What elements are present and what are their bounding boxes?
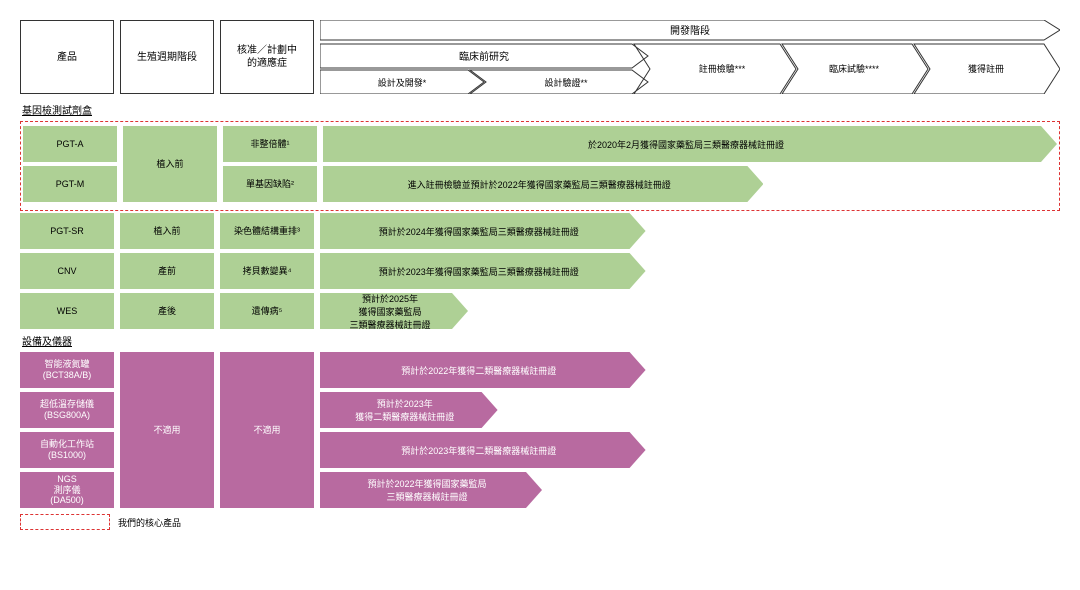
- equip-product: 超低溫存儲儀 (BSG800A): [20, 392, 114, 428]
- section-equip-label: 設備及儀器: [22, 333, 1060, 348]
- header-stages: 開發階段 臨床前研究 設計及開發* 設計驗證** 註冊檢驗*** 臨床試驗***…: [320, 20, 1060, 94]
- svg-text:註冊檢驗***: 註冊檢驗***: [699, 63, 746, 74]
- kit-bar: 於2020年2月獲得國家藥監局三類醫療器械註冊證: [323, 126, 1057, 162]
- equip-body: 智能液氮罐 (BCT38A/B) 超低溫存儲儀 (BSG800A) 自動化工作站…: [20, 352, 1060, 508]
- kit-bar: 預計於2023年獲得國家藥監局三類醫療器械註冊證: [320, 253, 1060, 289]
- kit-lifecycle: 產後: [120, 293, 214, 329]
- legend-swatch: [20, 514, 110, 530]
- kit-bar: 預計於2024年獲得國家藥監局三類醫療器械註冊證: [320, 213, 1060, 249]
- kits-body: PGT-A PGT-M 植入前 非整倍體¹ 單基因缺陷² 於2020年2月獲得國…: [20, 121, 1060, 329]
- core-products-box: PGT-A PGT-M 植入前 非整倍體¹ 單基因缺陷² 於2020年2月獲得國…: [20, 121, 1060, 211]
- kit-indication: 單基因缺陷²: [223, 166, 317, 202]
- kit-indication: 非整倍體¹: [223, 126, 317, 162]
- kit-product: CNV: [20, 253, 114, 289]
- stage-top-label: 開發階段: [670, 24, 710, 37]
- equip-bar: 預計於2023年 獲得二類醫療器械註冊證: [320, 392, 1060, 428]
- kit-lifecycle: 植入前: [123, 126, 217, 202]
- equip-product: 智能液氮罐 (BCT38A/B): [20, 352, 114, 388]
- kit-bar: 進入註冊檢驗並預計於2022年獲得國家藥監局三類醫療器械註冊證: [323, 166, 1057, 202]
- equip-bar: 預計於2022年獲得國家藥監局 三類醫療器械註冊證: [320, 472, 1060, 508]
- legend-label: 我們的核心產品: [118, 516, 181, 529]
- svg-text:設計及開發*: 設計及開發*: [378, 77, 427, 88]
- kit-product: PGT-SR: [20, 213, 114, 249]
- kit-bar: 預計於2025年 獲得國家藥監局 三類醫療器械註冊證: [320, 293, 1060, 329]
- kit-lifecycle: 植入前: [120, 213, 214, 249]
- kit-indication: 遺傳病⁵: [220, 293, 314, 329]
- svg-text:設計驗證**: 設計驗證**: [544, 77, 588, 88]
- equip-bar: 預計於2023年獲得二類醫療器械註冊證: [320, 432, 1060, 468]
- kit-product: PGT-A: [23, 126, 117, 162]
- header-product: 產品: [20, 20, 114, 94]
- header-lifecycle: 生殖週期階段: [120, 20, 214, 94]
- legend: 我們的核心產品: [20, 514, 1060, 530]
- section-kits-label: 基因檢測試劑盒: [22, 102, 1060, 117]
- equip-lifecycle: 不適用: [120, 352, 214, 508]
- kit-lifecycle: 產前: [120, 253, 214, 289]
- header-row: 產品 生殖週期階段 核准／計劃中 的適應症 開發階段 臨床前研究 設計及開發* …: [20, 20, 1060, 94]
- kit-product: PGT-M: [23, 166, 117, 202]
- svg-text:臨床試驗****: 臨床試驗****: [829, 63, 880, 74]
- svg-text:獲得註冊: 獲得註冊: [968, 63, 1004, 74]
- kit-indication: 拷貝數變異⁴: [220, 253, 314, 289]
- svg-text:臨床前研究: 臨床前研究: [459, 50, 509, 63]
- equip-indication: 不適用: [220, 352, 314, 508]
- equip-bar: 預計於2022年獲得二類醫療器械註冊證: [320, 352, 1060, 388]
- pipeline-chart: 產品 生殖週期階段 核准／計劃中 的適應症 開發階段 臨床前研究 設計及開發* …: [20, 20, 1060, 530]
- equip-product: 自動化工作站 (BS1000): [20, 432, 114, 468]
- kit-indication: 染色體結構重排³: [220, 213, 314, 249]
- equip-product: NGS 測序儀 (DA500): [20, 472, 114, 508]
- kit-product: WES: [20, 293, 114, 329]
- header-indication: 核准／計劃中 的適應症: [220, 20, 314, 94]
